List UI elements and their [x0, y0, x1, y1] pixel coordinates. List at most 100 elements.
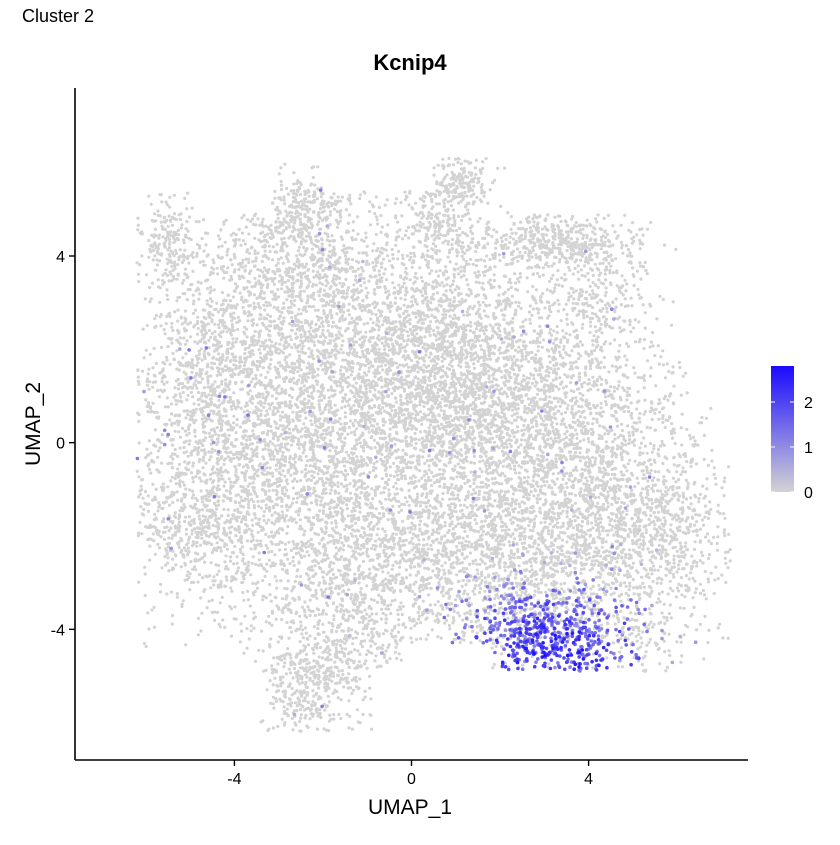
cell-point — [265, 327, 269, 331]
cell-point — [211, 313, 215, 317]
cell-point — [391, 281, 395, 285]
cell-point — [374, 368, 378, 372]
cell-point — [392, 286, 396, 290]
cell-point — [379, 431, 383, 435]
cell-point — [393, 301, 397, 305]
cell-point — [419, 448, 423, 452]
cell-point — [403, 270, 408, 274]
cell-point — [334, 277, 338, 281]
cell-point — [566, 298, 571, 302]
cell-point — [202, 386, 206, 390]
cell-point — [410, 536, 414, 540]
cell-point — [657, 362, 661, 366]
cell-point — [510, 320, 515, 324]
cell-point — [277, 372, 281, 376]
cell-point — [547, 410, 551, 414]
cell-point — [204, 243, 208, 247]
cell-point — [380, 385, 384, 389]
cell-point — [471, 262, 475, 266]
cell-point — [434, 269, 438, 274]
cell-point — [333, 403, 337, 407]
cell-point — [661, 461, 665, 466]
cell-point — [326, 281, 330, 285]
cell-point — [360, 363, 364, 367]
cell-point — [427, 464, 431, 468]
cell-point — [494, 323, 498, 327]
cell-point — [413, 376, 417, 380]
cell-point — [462, 313, 466, 317]
cell-point — [636, 428, 640, 432]
cell-point — [368, 329, 372, 333]
cell-point — [410, 300, 414, 304]
cell-point — [385, 377, 389, 381]
cell-point — [451, 380, 455, 384]
cell-point — [238, 425, 242, 429]
cell-point — [306, 298, 310, 302]
cell-point — [240, 261, 244, 265]
cell-point — [466, 362, 470, 366]
cell-point — [549, 401, 553, 405]
cell-point — [442, 409, 446, 413]
cell-point — [319, 363, 323, 367]
cell-point — [480, 430, 484, 434]
cell-point — [549, 367, 553, 371]
cell-point — [386, 254, 390, 258]
cell-point — [225, 253, 229, 257]
cell-point — [196, 286, 200, 291]
cell-point — [410, 265, 414, 269]
cell-point — [333, 389, 337, 393]
cell-point — [495, 332, 499, 336]
cell-point — [558, 354, 563, 358]
cell-point — [534, 301, 538, 305]
cell-point — [441, 433, 445, 437]
cell-point — [362, 322, 366, 326]
cell-point — [416, 370, 420, 374]
cell-point — [458, 340, 462, 344]
cell-point — [476, 320, 480, 324]
cell-point — [252, 214, 256, 218]
cell-point — [571, 301, 575, 305]
cell-point — [484, 328, 488, 332]
cell-point — [653, 354, 657, 358]
cell-point — [363, 308, 367, 312]
cell-point — [385, 327, 389, 331]
cell-point — [532, 339, 536, 343]
cell-point — [499, 204, 503, 208]
cell-point — [413, 431, 417, 436]
cell-point — [537, 405, 541, 410]
cell-point — [173, 310, 177, 314]
cell-point — [589, 427, 593, 431]
cell-point — [245, 401, 249, 405]
cell-point — [375, 422, 379, 426]
cell-point — [354, 381, 358, 385]
cell-point — [480, 347, 484, 351]
cell-point — [299, 386, 303, 390]
cell-point — [500, 528, 504, 533]
cell-point — [481, 300, 485, 304]
cell-point — [342, 318, 346, 322]
cell-point — [505, 395, 509, 399]
cell-point — [408, 278, 412, 282]
cell-point — [313, 308, 317, 312]
cell-point — [324, 303, 328, 308]
cell-point — [196, 326, 200, 331]
cell-point — [321, 320, 325, 324]
cell-point — [568, 333, 572, 337]
cell-point — [257, 330, 261, 334]
cell-point — [280, 287, 284, 291]
cell-point — [378, 285, 382, 289]
cell-point — [281, 450, 285, 455]
cell-point — [580, 467, 584, 471]
cell-point — [608, 342, 612, 346]
cell-point — [645, 425, 649, 429]
cell-point — [294, 332, 298, 336]
cell-point — [458, 226, 462, 230]
cell-point — [478, 377, 482, 381]
cell-point — [315, 382, 319, 387]
cell-point — [525, 383, 529, 387]
cell-point — [547, 354, 551, 358]
cell-point — [426, 398, 430, 402]
cell-point — [449, 359, 453, 364]
cell-point — [234, 340, 238, 344]
cell-point — [356, 267, 360, 271]
